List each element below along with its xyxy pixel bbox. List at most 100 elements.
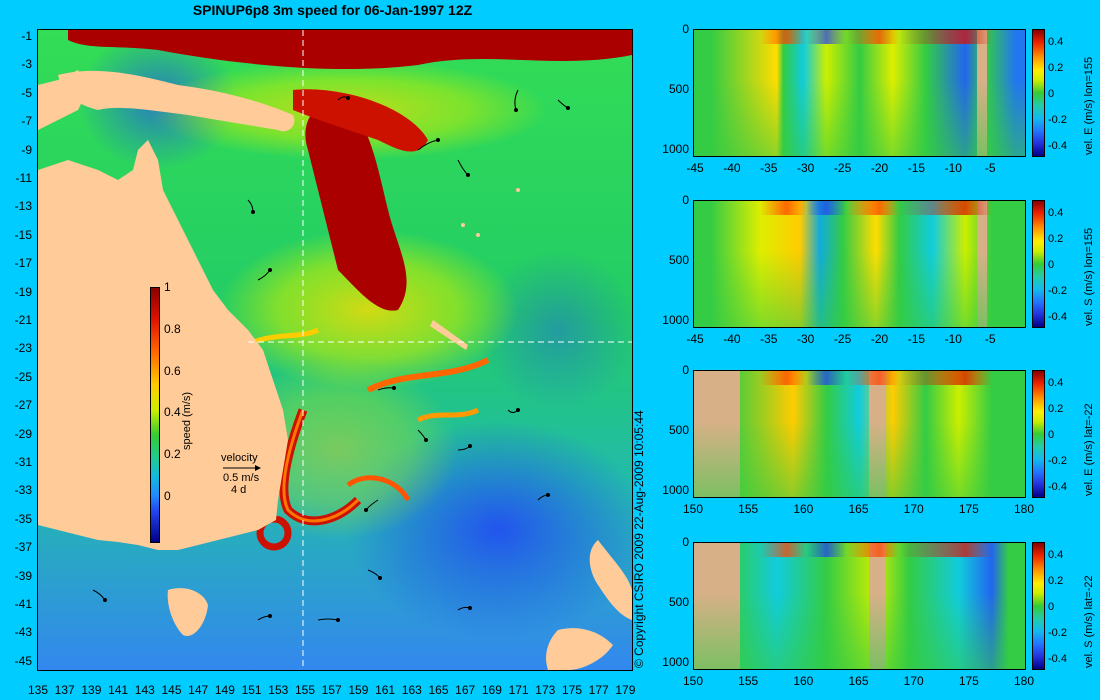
map-lon-tick-label: 153 — [268, 683, 289, 697]
map-lon-tick-label: 177 — [588, 683, 609, 697]
section-colorbar-tick-label: 0.2 — [1048, 575, 1064, 587]
section-x-tick-label: -40 — [723, 332, 741, 346]
section-panel-label: vel. S (m/s) lat=-22 — [1083, 575, 1095, 668]
section-x-tick-label: 155 — [738, 502, 759, 516]
depth-fade — [694, 593, 1025, 669]
section-colorbar-tick-label: 0.2 — [1048, 233, 1064, 245]
section-x-tick-label: 150 — [682, 502, 704, 516]
velocity-legend-title: velocity — [221, 452, 258, 464]
map-lat-tick-label: -41 — [14, 597, 32, 611]
section-x-tick-label: -35 — [760, 161, 778, 175]
section-colorbar-tick-label: -0.4 — [1048, 311, 1067, 323]
speed-colorbar-label: speed (m/s) — [181, 391, 193, 450]
surface-jet-highlight — [694, 543, 1025, 557]
section-colorbar-tick-label: -0.2 — [1048, 285, 1067, 297]
section-x-tick-label: -20 — [870, 332, 889, 346]
section-colorbar-tick-label: 0.4 — [1048, 549, 1064, 561]
section-x-tick-label: -35 — [760, 332, 778, 346]
section-x-tick-label: -30 — [797, 161, 815, 175]
section-x-tick-label: 160 — [793, 502, 814, 516]
section-colorbar-tick-label: -0.2 — [1048, 627, 1067, 639]
speed-colorbar — [150, 287, 160, 543]
section-colorbar-tick-label: 0 — [1048, 88, 1055, 100]
section-x-tick-label: -15 — [907, 161, 926, 175]
section-x-tick-label: 175 — [958, 502, 979, 516]
section-colorbar-tick-label: -0.4 — [1048, 481, 1067, 493]
map-lat-tick-label: -43 — [14, 625, 32, 640]
depth-fade — [694, 80, 1025, 156]
map-lat-tick-label: -11 — [15, 171, 32, 185]
section-colorbar-tick-label: 0.4 — [1048, 36, 1064, 48]
map-lon-tick-label: 169 — [481, 683, 502, 697]
section-colorbar — [1032, 29, 1045, 157]
depth-fade — [694, 251, 1025, 327]
velocity-vectors — [92, 89, 570, 622]
map-lat-tick-label: -3 — [21, 57, 32, 72]
map-lon-tick-label: 145 — [161, 683, 182, 697]
map-lat-tick-label: -37 — [14, 540, 32, 555]
map-lon-tick-label: 171 — [508, 683, 529, 697]
section-colorbar-tick-label: 0 — [1048, 601, 1055, 613]
section-x-tick-label: -25 — [833, 161, 852, 175]
map-lon-tick-label: 149 — [214, 683, 235, 697]
section-colorbar-tick-label: -0.4 — [1048, 140, 1067, 152]
section-depth-tick-label: 0 — [682, 193, 689, 207]
section-colorbar-tick-label: 0.2 — [1048, 62, 1064, 74]
section-colorbar — [1032, 370, 1045, 498]
section-x-tick-label: -45 — [686, 332, 704, 346]
map-lat-tick-label: -39 — [14, 568, 32, 583]
map-lon-tick-label: 139 — [81, 683, 102, 697]
map-lat-tick-label: -45 — [14, 653, 32, 668]
map-lat-tick-label: -35 — [14, 511, 32, 526]
section-depth-tick-label: 500 — [668, 82, 689, 96]
section-colorbar-tick-label: -0.2 — [1048, 114, 1067, 126]
speed-colorbar-tick-label: 0.8 — [164, 321, 181, 336]
tasmania-landmass — [167, 588, 208, 636]
section-depth-tick-label: 0 — [682, 22, 689, 36]
surface-jet-highlight — [694, 30, 1025, 44]
section-x-tick-label: -20 — [870, 161, 889, 175]
section-depth-tick-label: 1000 — [662, 313, 689, 327]
coral-sea-plume — [305, 100, 407, 311]
map-lat-tick-label: -33 — [14, 483, 32, 498]
speed-colorbar-tick-label: 0.6 — [164, 363, 181, 378]
section-x-tick-label: 165 — [848, 674, 869, 688]
section-colorbar-tick-label: -0.2 — [1048, 455, 1067, 467]
section-x-tick-label: -10 — [944, 332, 962, 346]
velocity-legend-duration: 4 d — [231, 484, 247, 496]
section-panel-label: vel. E (m/s) lat=-22 — [1083, 403, 1095, 496]
map-lat-tick-label: -15 — [14, 227, 32, 242]
speed-map — [37, 29, 633, 671]
section-colorbar — [1032, 200, 1045, 328]
speed-colorbar-tick-label: 0.4 — [164, 405, 181, 420]
depth-fade — [694, 421, 1025, 497]
section-x-tick-label: 180 — [1013, 674, 1035, 688]
map-lat-tick-label: -19 — [14, 284, 32, 299]
map-lat-tick-label: -5 — [21, 85, 32, 100]
section-x-tick-label: 170 — [903, 674, 924, 688]
northern-jet — [68, 30, 632, 70]
section-x-tick-label: -30 — [797, 332, 815, 346]
new-zealand-landmass — [589, 540, 632, 620]
section-colorbar-tick-label: 0.2 — [1048, 403, 1064, 415]
map-lat-tick-label: -7 — [21, 114, 32, 129]
section-depth-tick-label: 0 — [682, 363, 689, 377]
map-lon-tick-label: 179 — [615, 683, 636, 697]
section-x-tick-label: 175 — [958, 674, 979, 688]
section-colorbar-tick-label: 0 — [1048, 259, 1055, 271]
section-x-tick-label: -40 — [723, 161, 741, 175]
section-x-tick-label: -5 — [984, 161, 996, 175]
section-depth-tick-label: 1000 — [662, 483, 689, 497]
section-x-tick-label: -15 — [907, 332, 926, 346]
section-panel-plot — [693, 370, 1026, 498]
map-lat-tick-label: -1 — [21, 29, 32, 43]
surface-jet-highlight — [694, 201, 1025, 215]
speed-colorbar-tick-label: 1 — [164, 280, 171, 294]
map-lat-tick-label: -9 — [21, 142, 32, 157]
section-panel-plot — [693, 200, 1026, 328]
section-colorbar-tick-label: -0.4 — [1048, 653, 1067, 665]
section-depth-tick-label: 1000 — [662, 655, 689, 669]
copyright-notice: © Copyright CSIRO 2009 22-Aug-2009 10:05… — [632, 410, 646, 668]
figure-title: SPINUP6p8 3m speed for 06-Jan-1997 12Z — [192, 2, 473, 18]
section-x-tick-label: -10 — [944, 161, 962, 175]
